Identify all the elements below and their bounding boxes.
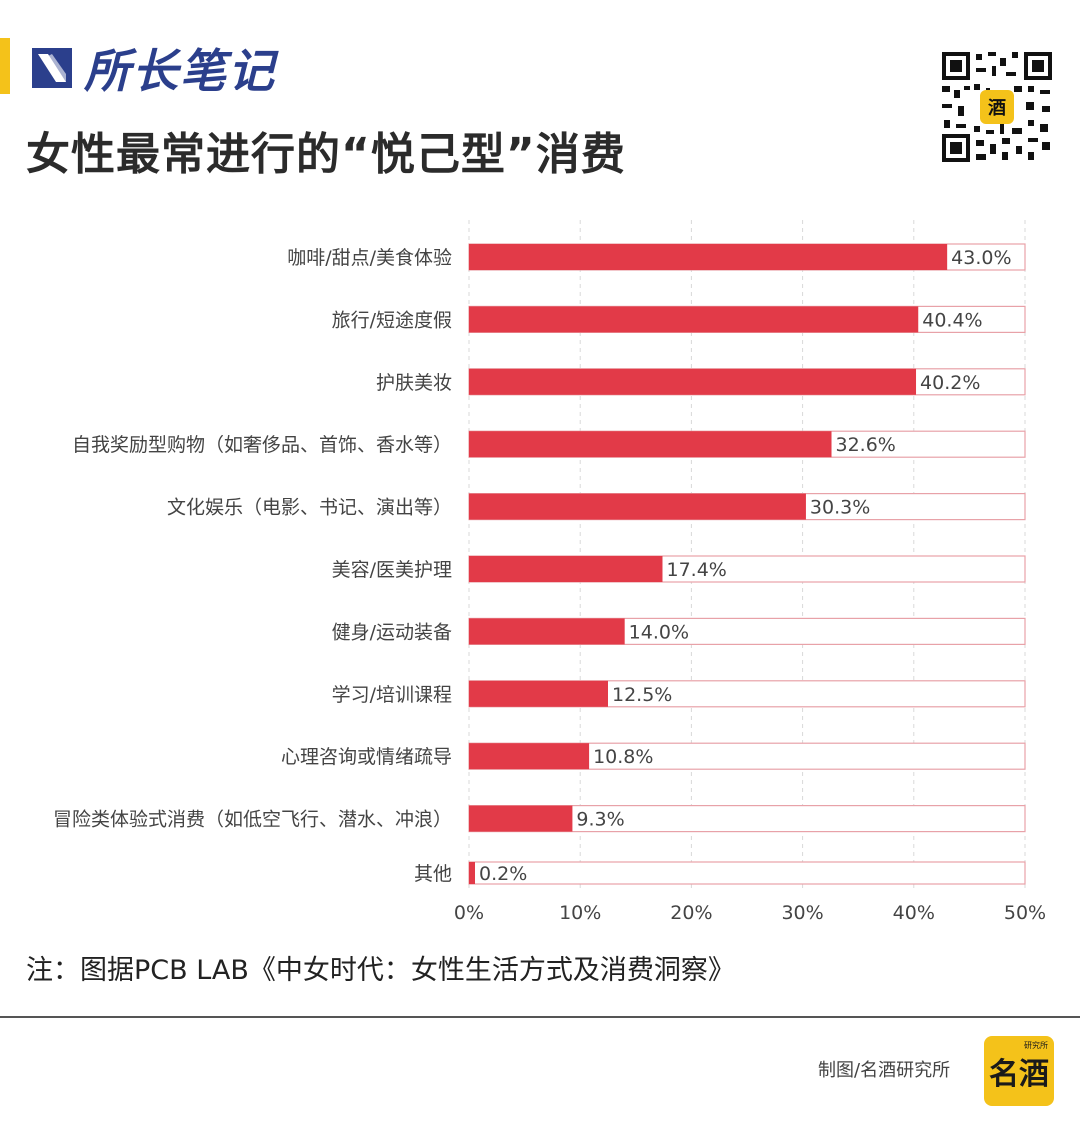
category-label: 学习/培训课程: [332, 684, 452, 706]
chart-category-labels: 咖啡/甜点/美食体验旅行/短途度假护肤美妆自我奖励型购物（如奢侈品、首饰、香水等…: [53, 247, 452, 885]
category-label: 冒险类体验式消费（如低空飞行、潜水、冲浪）: [53, 809, 452, 831]
bar: [469, 805, 573, 832]
bar: [469, 618, 625, 645]
qr-code-icon: 酒: [940, 50, 1054, 164]
category-label: 自我奖励型购物（如奢侈品、首饰、香水等）: [72, 434, 452, 456]
mingjiu-logo-icon: 研究所 名酒: [984, 1036, 1054, 1106]
category-label: 文化娱乐（电影、书记、演出等）: [167, 497, 452, 519]
bar: [469, 680, 608, 707]
chart-bars: 43.0% 40.4% 40.2% 32.6% 30.3% 17.4% 14.0% 12.5%…: [468, 243, 1026, 885]
bar-value-label: 30.3%: [810, 497, 870, 519]
bar: [469, 244, 948, 270]
bar-track: [468, 861, 1026, 885]
chart: 43.0% 40.4% 40.2% 32.6% 30.3% 17.4% 14.0% 12.5%…: [53, 220, 1046, 924]
x-tick-label: 0%: [454, 902, 484, 924]
bar: [469, 431, 832, 458]
bar-value-label: 10.8%: [593, 746, 653, 768]
x-tick-label: 10%: [559, 902, 601, 924]
svg-text:酒: 酒: [988, 97, 1006, 119]
accent-bar: [0, 38, 10, 94]
category-label: 美容/医美护理: [332, 559, 452, 581]
bar-value-label: 14.0%: [629, 621, 689, 643]
bar-value-label: 43.0%: [951, 247, 1011, 269]
bar-value-label: 17.4%: [666, 559, 726, 581]
brand-logo-icon: [32, 48, 72, 88]
bar: [469, 306, 919, 333]
source-note: 注：图据PCB LAB《中女时代：女性生活方式及消费洞察》: [26, 955, 735, 986]
logo-small-text: 研究所: [1024, 1041, 1048, 1050]
chart-x-ticks: 0% 10% 20% 30% 40% 50%: [454, 902, 1046, 924]
bar: [469, 368, 917, 395]
bar-value-label: 9.3%: [576, 809, 624, 831]
bar: [469, 743, 590, 770]
category-label: 旅行/短途度假: [332, 309, 452, 331]
x-tick-label: 50%: [1004, 902, 1046, 924]
bar-value-label: 40.4%: [922, 309, 982, 331]
category-label: 护肤美妆: [376, 372, 452, 394]
category-label: 健身/运动装备: [332, 621, 452, 643]
brand-name: 所长笔记: [84, 44, 276, 98]
logo-text: 名酒: [989, 1057, 1049, 1092]
brand-header: 所长笔记: [26, 40, 276, 98]
x-tick-label: 20%: [670, 902, 712, 924]
bar-value-label: 40.2%: [920, 372, 980, 394]
bar-value-label: 12.5%: [612, 684, 672, 706]
category-label: 心理咨询或情绪疏导: [281, 746, 452, 768]
chart-credit: 制图/名酒研究所: [818, 1060, 951, 1081]
bar-value-label: 0.2%: [479, 863, 527, 885]
x-tick-label: 30%: [781, 902, 823, 924]
bar: [469, 862, 475, 884]
bar: [469, 556, 663, 582]
bar: [469, 493, 806, 520]
x-tick-label: 40%: [893, 902, 935, 924]
page-title: 女性最常进行的“悦己型”消费: [26, 129, 626, 180]
category-label: 咖啡/甜点/美食体验: [287, 247, 452, 269]
bar-value-label: 32.6%: [836, 434, 896, 456]
footer-divider: [0, 1016, 1080, 1018]
category-label: 其他: [414, 863, 452, 885]
